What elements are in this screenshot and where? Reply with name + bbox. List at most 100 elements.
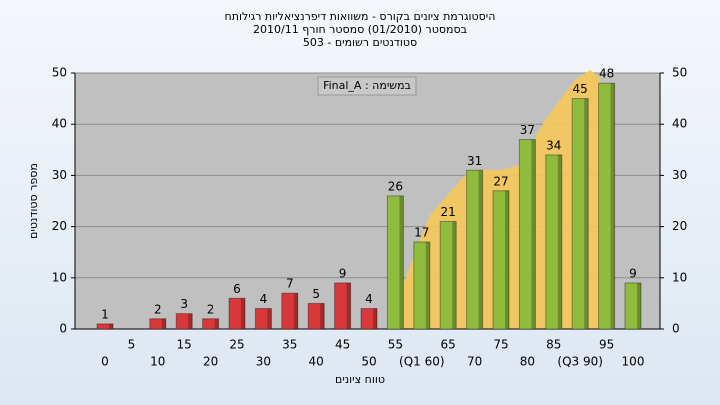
bar	[545, 154, 563, 330]
bar-shade	[584, 98, 589, 329]
x-tick-label: 75	[493, 338, 508, 352]
value-label: 9	[629, 266, 637, 280]
bar-shade	[505, 190, 509, 329]
value-label: 4	[260, 292, 268, 306]
y-axis-label: מספר סטודנטים	[27, 163, 40, 239]
y2-tick-label: 20	[672, 219, 687, 233]
value-label: 7	[286, 277, 294, 291]
value-label: 45	[573, 82, 588, 96]
x-tick-label: 50	[361, 355, 376, 369]
annotation: במשימה : Final_A	[323, 79, 411, 92]
bar-shade	[610, 83, 615, 330]
bar-shade	[557, 154, 562, 329]
y2-tick-label: 10	[672, 270, 687, 284]
x-tick-label: (Q1 60)	[399, 355, 445, 369]
x-tick-label: 55	[388, 338, 403, 352]
value-label: 9	[339, 266, 347, 280]
value-label: 17	[414, 225, 429, 239]
y2-tick-label: 50	[672, 66, 687, 80]
value-label: 21	[441, 205, 456, 219]
value-label: 26	[388, 179, 403, 193]
bar	[307, 302, 325, 330]
bar	[492, 190, 510, 330]
value-label: 37	[520, 123, 535, 137]
bar-shade	[373, 308, 377, 329]
x-tick-label: (Q3 90)	[557, 355, 603, 369]
bar	[175, 313, 193, 330]
bar	[149, 318, 167, 330]
value-label: 2	[207, 302, 215, 316]
y2-tick-label: 0	[672, 322, 680, 336]
chart-subtitle: בסמסטר (01/2010) סמסטר חורף 2010/11	[253, 23, 467, 36]
x-tick-label: 80	[520, 355, 535, 369]
x-tick-label: 95	[599, 338, 614, 352]
chart-title: היסטוגרמת ציונים בקורס - משוואות דיפרנצי…	[225, 10, 496, 23]
bar-shade	[214, 318, 219, 329]
value-label: 34	[546, 138, 561, 152]
bar-shade	[267, 308, 272, 329]
value-label: 6	[233, 282, 241, 296]
value-label: 27	[493, 174, 508, 188]
value-label: 2	[154, 302, 162, 316]
x-tick-label: 10	[150, 355, 165, 369]
bar	[518, 139, 536, 330]
bar	[334, 282, 352, 330]
bar	[386, 195, 404, 330]
y-tick-label: 50	[52, 66, 67, 80]
bar-shade	[188, 313, 193, 329]
y-tick-label: 30	[52, 168, 67, 182]
x-tick-label: 25	[229, 338, 244, 352]
bar-shade	[320, 303, 325, 329]
bar	[254, 308, 272, 330]
x-tick-label: 0	[101, 355, 109, 369]
bar-shade	[241, 298, 245, 329]
y-tick-label: 20	[52, 219, 67, 233]
bar	[228, 297, 246, 330]
x-tick-label: 100	[622, 355, 645, 369]
x-tick-label: 5	[128, 338, 136, 352]
bar-shade	[478, 170, 483, 329]
x-tick-label: 40	[309, 355, 324, 369]
x-tick-label: 20	[203, 355, 218, 369]
x-tick-label: 70	[467, 355, 482, 369]
value-label: 1	[101, 307, 109, 321]
x-axis-label: טווח ציונים	[335, 373, 385, 386]
value-label: 48	[599, 67, 614, 81]
x-tick-label: 45	[335, 338, 350, 352]
bar	[598, 82, 616, 330]
y-tick-label: 10	[52, 270, 67, 284]
bar	[466, 169, 484, 330]
bar-shade	[637, 282, 641, 329]
bar	[624, 282, 642, 330]
bar	[439, 220, 457, 330]
annotation-box	[317, 76, 417, 96]
value-label: 4	[365, 292, 373, 306]
bar	[360, 308, 378, 330]
y-tick-label: 0	[59, 322, 67, 336]
x-tick-label: 85	[546, 338, 561, 352]
value-label: 3	[180, 297, 188, 311]
bar	[281, 292, 299, 330]
y-tick-label: 40	[52, 117, 67, 131]
bar-shade	[109, 323, 113, 329]
bar-shade	[531, 139, 536, 329]
bar-shade	[452, 221, 457, 329]
bar	[413, 241, 431, 330]
bar	[571, 98, 589, 330]
y2-tick-label: 40	[672, 117, 687, 131]
bar-shade	[293, 293, 298, 329]
x-tick-label: 65	[441, 338, 456, 352]
x-tick-label: 30	[256, 355, 271, 369]
bar-shade	[161, 318, 166, 329]
bar	[96, 323, 114, 330]
y2-tick-label: 30	[672, 168, 687, 182]
bar	[202, 318, 220, 330]
x-tick-label: 35	[282, 338, 297, 352]
x-tick-label: 15	[177, 338, 192, 352]
bar-shade	[346, 282, 351, 329]
value-label: 31	[467, 154, 482, 168]
value-label: 5	[312, 287, 320, 301]
bar-shade	[399, 195, 404, 329]
chart-subtitle: סטודנטים רשומים - 503	[303, 36, 417, 49]
